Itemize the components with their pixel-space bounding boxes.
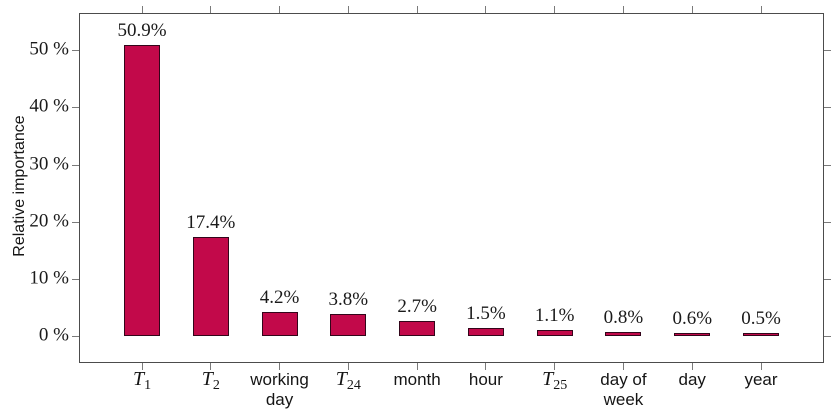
x-tick-mark-top (416, 6, 418, 13)
x-tick-mark-bottom (760, 363, 762, 370)
y-tick-mark-right (824, 221, 831, 223)
bar (399, 320, 436, 337)
x-tick-label: T25 (542, 368, 568, 393)
bar-value-label: 2.7% (397, 295, 437, 317)
y-tick-mark-left (72, 221, 79, 223)
x-tick-mark-bottom (485, 363, 487, 370)
y-tick-label: 10 % (29, 267, 69, 289)
bar-value-label: 50.9% (117, 20, 167, 42)
x-tick-label: T1 (132, 368, 152, 393)
x-tick-mark-bottom (347, 363, 349, 370)
bar (467, 327, 504, 337)
y-tick-mark-right (824, 336, 831, 338)
x-tick-mark-top (279, 6, 281, 13)
x-tick-mark-bottom (691, 363, 693, 370)
y-tick-mark-left (72, 336, 79, 338)
y-tick-mark-left (72, 50, 79, 52)
bar-value-label: 0.6% (672, 307, 713, 329)
bar-value-label: 1.1% (534, 304, 575, 326)
bar (124, 45, 160, 337)
bar (674, 332, 711, 337)
y-tick-mark-right (824, 50, 831, 52)
x-tick-mark-top (691, 6, 693, 13)
y-tick-mark-left (72, 164, 79, 166)
x-tick-mark-bottom (210, 363, 212, 370)
bar (192, 236, 229, 337)
bar-value-label: 3.8% (328, 289, 369, 311)
bar (743, 333, 780, 337)
x-tick-label: day (678, 370, 706, 389)
y-tick-mark-right (824, 107, 831, 109)
x-tick-label: hour (468, 370, 503, 389)
y-axis-label: Relative importance (11, 115, 28, 257)
x-tick-label: working day (250, 370, 309, 409)
x-tick-mark-top (485, 6, 487, 13)
y-tick-mark-right (824, 278, 831, 280)
bar-value-label: 1.5% (466, 302, 506, 324)
x-tick-label: day of week (600, 370, 647, 409)
x-tick-mark-top (141, 6, 143, 13)
x-tick-label: T2 (201, 368, 220, 393)
x-tick-mark-top (210, 6, 212, 13)
bar (330, 314, 367, 337)
y-tick-mark-left (72, 107, 79, 109)
bar-value-label: 0.8% (603, 306, 644, 328)
x-tick-mark-bottom (279, 363, 281, 370)
y-tick-label: 30 % (29, 153, 69, 175)
x-tick-mark-bottom (554, 363, 556, 370)
bar-value-label: 17.4% (186, 211, 236, 233)
x-tick-label: T24 (335, 368, 361, 393)
x-tick-mark-top (622, 6, 624, 13)
x-tick-mark-top (760, 6, 762, 13)
y-tick-mark-right (824, 164, 831, 166)
bar (261, 312, 298, 337)
y-tick-label: 50 % (29, 38, 69, 60)
x-tick-mark-top (554, 6, 556, 13)
bar (605, 331, 642, 337)
x-tick-mark-bottom (622, 363, 624, 370)
x-tick-mark-top (347, 6, 349, 13)
x-tick-mark-bottom (416, 363, 418, 370)
x-tick-label: month (393, 370, 441, 389)
x-tick-label: year (744, 370, 778, 389)
y-tick-mark-left (72, 278, 79, 280)
y-tick-label: 0 % (38, 324, 69, 346)
bar (536, 329, 573, 337)
x-tick-mark-bottom (141, 363, 143, 370)
bar-value-label: 0.5% (741, 308, 781, 330)
bar-value-label: 4.2% (259, 287, 300, 309)
y-tick-label: 20 % (29, 210, 69, 232)
y-tick-label: 40 % (29, 95, 69, 117)
